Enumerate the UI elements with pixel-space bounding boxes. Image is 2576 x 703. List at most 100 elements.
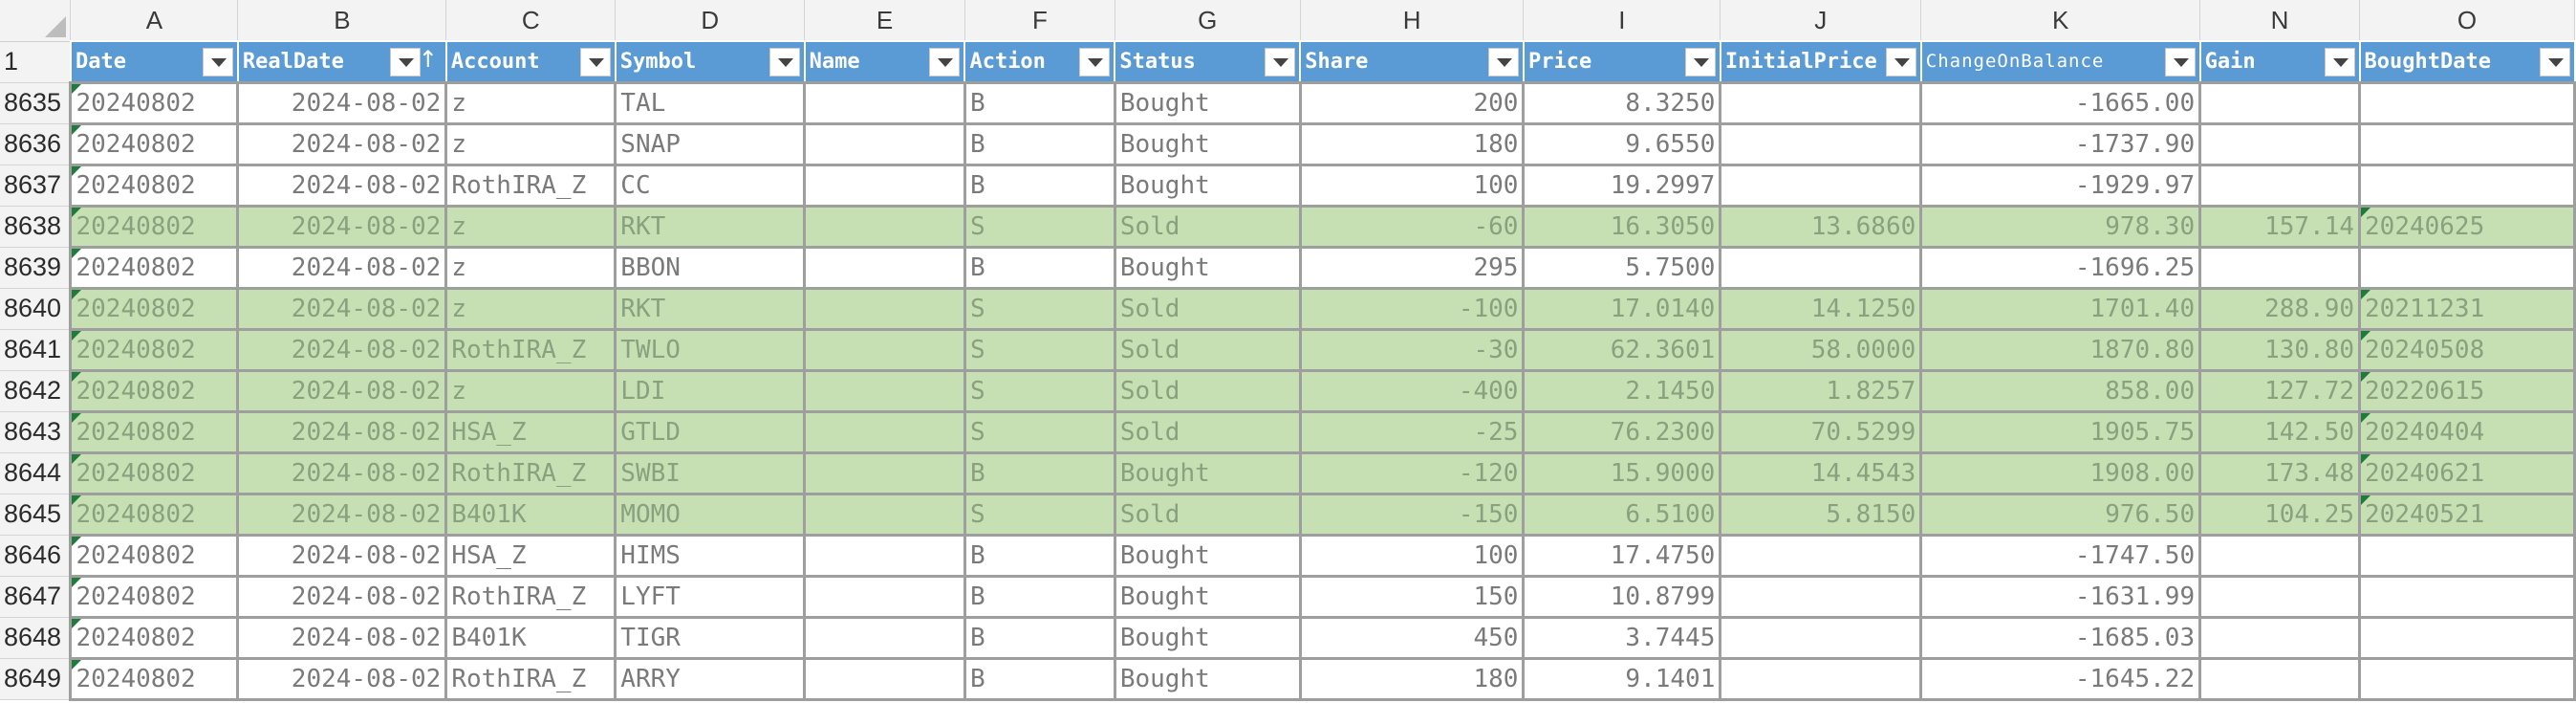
filter-dropdown-icon[interactable]	[2324, 48, 2355, 77]
cell-initial[interactable]	[1719, 80, 1923, 125]
column-header-h[interactable]: H	[1300, 0, 1525, 42]
cell-gain[interactable]: 157.14	[2198, 204, 2362, 249]
cell-name[interactable]	[803, 533, 966, 578]
cell-price[interactable]: 5.7500	[1522, 245, 1722, 290]
cell-date[interactable]: 20240802	[69, 286, 240, 331]
cell-account[interactable]: RothIRA_Z	[444, 327, 617, 372]
column-header-n[interactable]: N	[2199, 0, 2361, 42]
cell-realdate[interactable]: 2024-08-02	[236, 409, 448, 454]
cell-action[interactable]: B	[963, 574, 1116, 619]
cell-change[interactable]: -1685.03	[1919, 615, 2202, 660]
cell-change[interactable]: 1701.40	[1919, 286, 2202, 331]
cell-symbol[interactable]: RKT	[614, 286, 807, 331]
cell-name[interactable]	[803, 121, 966, 166]
cell-share[interactable]: -30	[1298, 327, 1526, 372]
cell-status[interactable]: Bought	[1113, 615, 1302, 660]
cell-realdate[interactable]: 2024-08-02	[236, 656, 448, 701]
cell-realdate[interactable]: 2024-08-02	[236, 368, 448, 413]
cell-status[interactable]: Bought	[1113, 80, 1302, 125]
cell-change[interactable]: 1905.75	[1919, 409, 2202, 454]
cell-name[interactable]	[803, 368, 966, 413]
cell-symbol[interactable]: LDI	[614, 368, 807, 413]
cell-price[interactable]: 3.7445	[1522, 615, 1722, 660]
cell-share[interactable]: 150	[1298, 574, 1526, 619]
cell-action[interactable]: B	[963, 533, 1116, 578]
column-header-d[interactable]: D	[615, 0, 806, 42]
cell-bought[interactable]	[2358, 245, 2576, 290]
cell-date[interactable]: 20240802	[69, 327, 240, 372]
cell-symbol[interactable]: MOMO	[614, 492, 807, 537]
column-header-i[interactable]: I	[1523, 0, 1721, 42]
cell-realdate[interactable]: 2024-08-02	[236, 204, 448, 249]
filter-dropdown-icon[interactable]	[1684, 48, 1716, 77]
row-number[interactable]: 8645	[0, 494, 72, 536]
cell-initial[interactable]	[1719, 615, 1923, 660]
cell-account[interactable]: HSA_Z	[444, 409, 617, 454]
column-header-c[interactable]: C	[445, 0, 617, 42]
cell-account[interactable]: RothIRA_Z	[444, 656, 617, 701]
cell-bought[interactable]: 20240621	[2358, 450, 2576, 495]
cell-status[interactable]: Bought	[1113, 121, 1302, 166]
cell-share[interactable]: -25	[1298, 409, 1526, 454]
cell-account[interactable]: B401K	[444, 615, 617, 660]
cell-gain[interactable]	[2198, 121, 2362, 166]
cell-share[interactable]: -60	[1298, 204, 1526, 249]
cell-gain[interactable]: 173.48	[2198, 450, 2362, 495]
cell-account[interactable]: z	[444, 245, 617, 290]
cell-initial[interactable]	[1719, 121, 1923, 166]
cell-price[interactable]: 9.6550	[1522, 121, 1722, 166]
cell-symbol[interactable]: LYFT	[614, 574, 807, 619]
cell-account[interactable]: RothIRA_Z	[444, 450, 617, 495]
filter-dropdown-icon[interactable]	[1265, 48, 1296, 77]
cell-initial[interactable]: 14.4543	[1719, 450, 1923, 495]
cell-initial[interactable]: 1.8257	[1719, 368, 1923, 413]
cell-price[interactable]: 8.3250	[1522, 80, 1722, 125]
cell-realdate[interactable]: 2024-08-02	[236, 80, 448, 125]
cell-action[interactable]: B	[963, 615, 1116, 660]
cell-bought[interactable]	[2358, 574, 2576, 619]
cell-account[interactable]: RothIRA_Z	[444, 163, 617, 208]
cell-bought[interactable]	[2358, 533, 2576, 578]
row-number[interactable]: 8649	[0, 658, 72, 700]
cell-action[interactable]: S	[963, 204, 1116, 249]
row-number[interactable]: 1	[0, 41, 72, 83]
cell-date[interactable]: 20240802	[69, 368, 240, 413]
cell-status[interactable]: Sold	[1113, 204, 1302, 249]
row-number[interactable]: 8639	[0, 247, 72, 289]
cell-action[interactable]: B	[963, 245, 1116, 290]
cell-bought[interactable]: 20220615	[2358, 368, 2576, 413]
cell-gain[interactable]	[2198, 574, 2362, 619]
cell-share[interactable]: 200	[1298, 80, 1526, 125]
cell-gain[interactable]: 127.72	[2198, 368, 2362, 413]
cell-action[interactable]: B	[963, 163, 1116, 208]
cell-change[interactable]: -1645.22	[1919, 656, 2202, 701]
cell-status[interactable]: Bought	[1113, 656, 1302, 701]
filter-dropdown-icon[interactable]	[202, 48, 233, 77]
cell-action[interactable]: B	[963, 450, 1116, 495]
cell-status[interactable]: Sold	[1113, 492, 1302, 537]
row-number[interactable]: 8642	[0, 370, 72, 412]
cell-change[interactable]: -1696.25	[1919, 245, 2202, 290]
column-header-e[interactable]: E	[804, 0, 965, 42]
row-number[interactable]: 8646	[0, 535, 72, 577]
cell-status[interactable]: Bought	[1113, 163, 1302, 208]
cell-name[interactable]	[803, 615, 966, 660]
cell-share[interactable]: -120	[1298, 450, 1526, 495]
cell-symbol[interactable]: SWBI	[614, 450, 807, 495]
column-header-k[interactable]: K	[1920, 0, 2201, 42]
cell-status[interactable]: Bought	[1113, 245, 1302, 290]
cell-name[interactable]	[803, 327, 966, 372]
cell-date[interactable]: 20240802	[69, 492, 240, 537]
cell-gain[interactable]: 130.80	[2198, 327, 2362, 372]
cell-initial[interactable]	[1719, 656, 1923, 701]
cell-date[interactable]: 20240802	[69, 409, 240, 454]
cell-change[interactable]: 976.50	[1919, 492, 2202, 537]
cell-name[interactable]	[803, 286, 966, 331]
filter-dropdown-icon[interactable]	[929, 48, 961, 77]
cell-symbol[interactable]: HIMS	[614, 533, 807, 578]
row-number[interactable]: 8636	[0, 123, 72, 165]
filter-dropdown-icon[interactable]	[1079, 48, 1111, 77]
cell-gain[interactable]: 288.90	[2198, 286, 2362, 331]
cell-bought[interactable]: 20211231	[2358, 286, 2576, 331]
cell-bought[interactable]	[2358, 163, 2576, 208]
